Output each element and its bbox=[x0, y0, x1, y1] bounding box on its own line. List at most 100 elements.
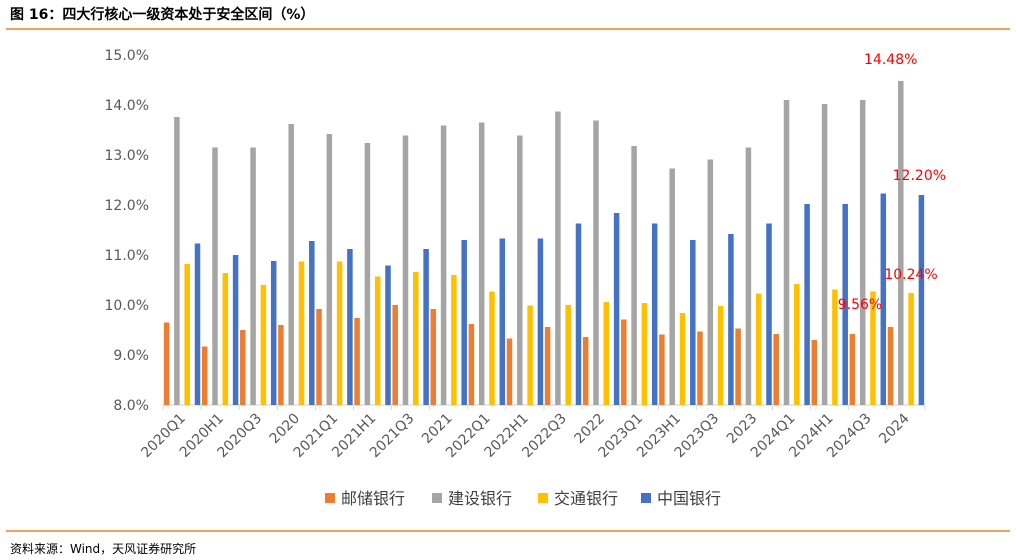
bar bbox=[908, 293, 914, 405]
legend-label: 交通银行 bbox=[554, 489, 618, 508]
bar bbox=[278, 325, 284, 405]
bar bbox=[613, 213, 620, 405]
bar bbox=[717, 306, 724, 405]
bar bbox=[773, 334, 779, 405]
bar bbox=[651, 223, 658, 405]
source-note: 资料来源：Wind，天风证券研究所 bbox=[10, 542, 197, 556]
bottom-divider bbox=[6, 530, 1010, 532]
bar bbox=[593, 120, 599, 405]
bar bbox=[489, 291, 495, 405]
y-tick-label: 13.0% bbox=[105, 148, 149, 164]
bar bbox=[870, 291, 876, 405]
chart-annotations: 14.48% 12.20% 10.24%9.56% bbox=[838, 52, 946, 313]
bar bbox=[631, 146, 637, 405]
bar bbox=[669, 168, 675, 405]
y-tick-label: 15.0% bbox=[105, 48, 149, 64]
bar bbox=[374, 276, 381, 405]
bar bbox=[499, 238, 506, 405]
bar bbox=[451, 275, 457, 405]
bar bbox=[603, 302, 610, 405]
data-label: 14.48% bbox=[864, 52, 917, 68]
bar bbox=[478, 122, 485, 405]
bar bbox=[832, 289, 838, 405]
bar bbox=[385, 265, 391, 405]
chart-legend: 邮储银行 建设银行 交通银行 中国银行 bbox=[325, 489, 721, 508]
page-title: 图 16：四大行核心一级资本处于安全区间（%） bbox=[10, 7, 315, 23]
bar bbox=[621, 319, 627, 405]
bar bbox=[309, 241, 315, 405]
bar bbox=[270, 261, 277, 405]
bar bbox=[364, 143, 371, 405]
bar bbox=[232, 255, 239, 405]
bar bbox=[707, 159, 714, 405]
bar bbox=[336, 261, 343, 405]
bar bbox=[250, 147, 256, 405]
bar bbox=[745, 147, 752, 405]
bar bbox=[555, 111, 561, 405]
legend-label: 邮储银行 bbox=[341, 489, 405, 508]
bar-chart: 8.0% 9.0% 10.0% 11.0% 12.0% 13.0% 14.0% 15.0% 20… bbox=[105, 48, 947, 508]
bar bbox=[565, 305, 571, 405]
bar bbox=[898, 81, 904, 405]
y-tick-label: 11.0% bbox=[105, 248, 149, 264]
bar bbox=[423, 249, 429, 405]
bar bbox=[821, 104, 828, 405]
y-tick-label: 14.0% bbox=[105, 98, 149, 114]
y-tick-label: 10.0% bbox=[105, 298, 149, 314]
bar bbox=[544, 327, 551, 405]
bar bbox=[222, 273, 229, 405]
bar bbox=[288, 124, 294, 405]
bar bbox=[842, 204, 848, 405]
bar bbox=[506, 338, 513, 405]
bar bbox=[783, 100, 790, 405]
data-label: 12.20% bbox=[893, 168, 946, 184]
data-label: 9.56% bbox=[838, 297, 882, 313]
bar bbox=[392, 305, 398, 405]
legend-swatch bbox=[432, 493, 442, 503]
bar bbox=[755, 293, 762, 405]
y-tick-label: 12.0% bbox=[105, 198, 149, 214]
bar bbox=[880, 193, 887, 405]
bar bbox=[849, 334, 856, 405]
bar bbox=[347, 249, 353, 405]
bar bbox=[859, 100, 866, 405]
bar bbox=[461, 240, 467, 405]
bar bbox=[575, 223, 582, 405]
bar bbox=[298, 261, 305, 405]
bar bbox=[659, 334, 665, 405]
legend-label: 中国银行 bbox=[657, 489, 721, 508]
x-tick-label: 2024 bbox=[876, 410, 913, 447]
bar bbox=[240, 330, 246, 405]
bar bbox=[201, 346, 208, 405]
bar bbox=[413, 272, 419, 405]
bar bbox=[804, 204, 810, 405]
bar bbox=[582, 337, 589, 405]
top-divider bbox=[6, 28, 1010, 30]
bar bbox=[354, 318, 360, 405]
bar bbox=[316, 309, 322, 405]
legend-swatch bbox=[325, 493, 335, 503]
legend-swatch bbox=[538, 493, 548, 503]
bar bbox=[260, 285, 267, 405]
bar bbox=[641, 303, 648, 405]
y-tick-label: 9.0% bbox=[113, 348, 149, 364]
bar bbox=[811, 340, 818, 405]
bar bbox=[326, 134, 333, 405]
bar bbox=[697, 331, 703, 405]
bar bbox=[887, 327, 894, 405]
y-tick-label: 8.0% bbox=[113, 398, 149, 414]
bar bbox=[735, 328, 741, 405]
bar bbox=[174, 117, 180, 405]
bar bbox=[537, 238, 544, 405]
legend-label: 建设银行 bbox=[448, 489, 512, 508]
bar bbox=[690, 240, 696, 405]
bar bbox=[527, 305, 533, 405]
chart-bars bbox=[163, 81, 925, 405]
bar bbox=[440, 125, 447, 405]
legend-swatch bbox=[641, 493, 651, 503]
bar bbox=[517, 135, 523, 405]
bar bbox=[794, 284, 800, 405]
bar bbox=[430, 309, 437, 405]
bar bbox=[402, 135, 409, 405]
bar bbox=[679, 313, 686, 405]
